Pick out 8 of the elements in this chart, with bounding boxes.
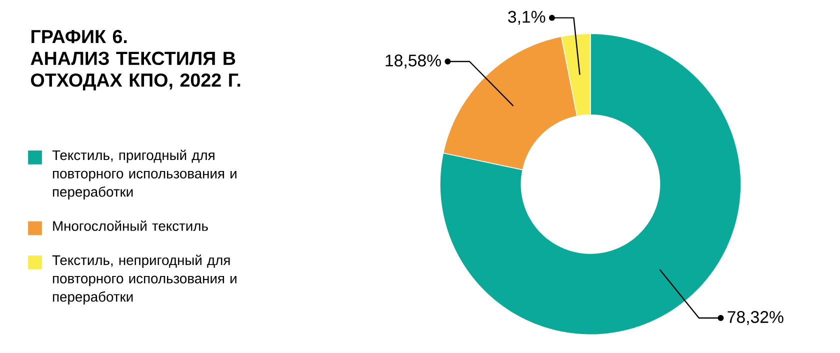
text: ГРАФИК 6. <box>31 30 127 44</box>
legend-label: Текстиль, непригодный для повторного использования и переработки <box>52 254 236 305</box>
data-label: 78,32% <box>728 311 784 326</box>
legend-label: Многослойный текстиль <box>53 220 208 232</box>
legend-label: Текстиль, пригодный для повторного использования и переработки <box>52 150 236 200</box>
data-label: 3,1% <box>508 11 546 26</box>
data-label: 18,58% <box>386 54 441 69</box>
text: АНАЛИЗ ТЕКСТИЛЯ В ОТХОДАХ КПО, 2022 Г. <box>30 52 240 91</box>
